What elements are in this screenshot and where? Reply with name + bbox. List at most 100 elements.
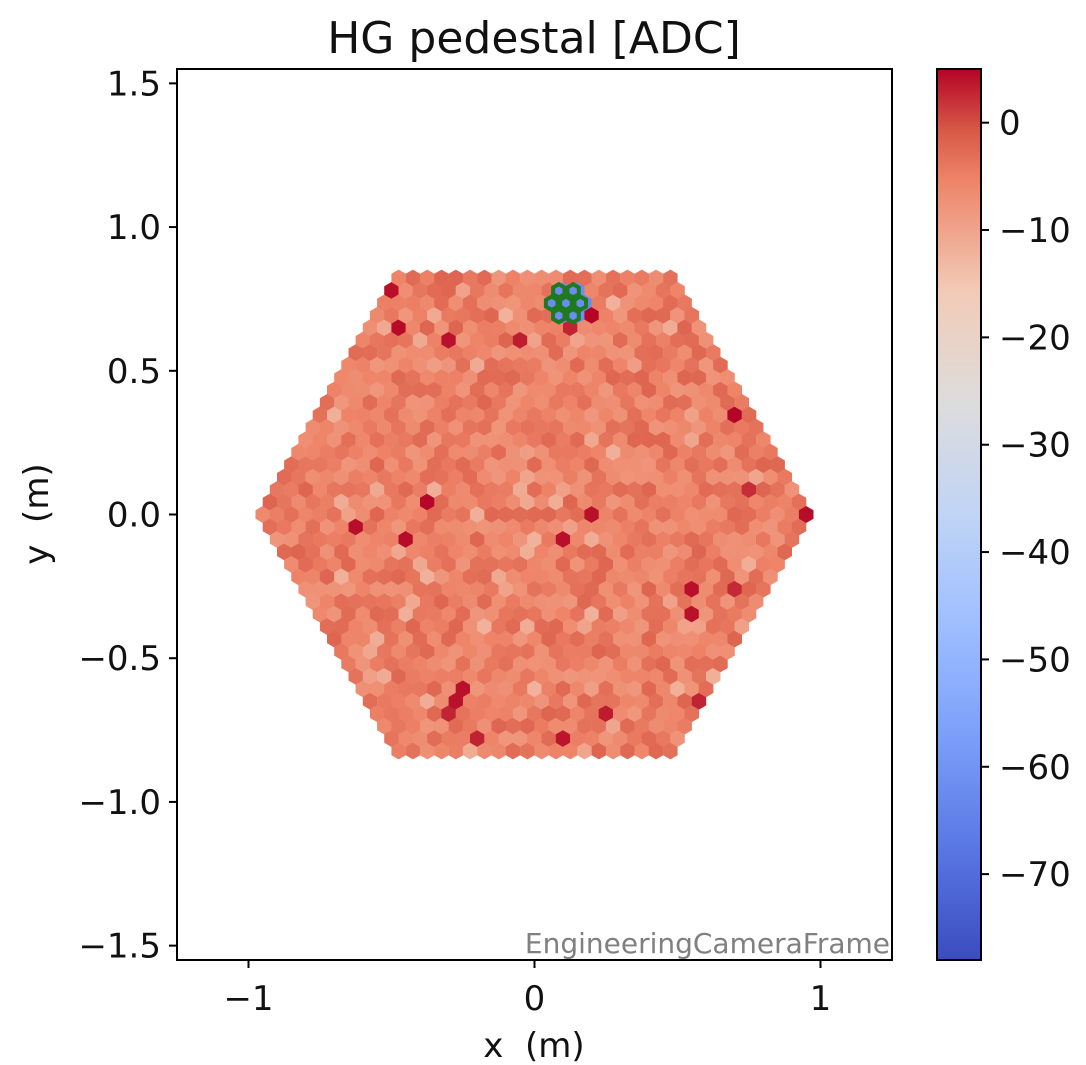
camera-pixel bbox=[520, 717, 535, 735]
camera-pixel bbox=[584, 282, 599, 299]
camera-pixel bbox=[677, 568, 692, 586]
camera-pixel bbox=[520, 269, 535, 287]
camera-pixel bbox=[334, 493, 349, 511]
camera-pixel bbox=[334, 568, 349, 586]
camera-pixel bbox=[756, 481, 771, 499]
camera-pixel bbox=[748, 418, 764, 436]
camera-pixel bbox=[641, 381, 657, 399]
camera-pixel bbox=[355, 530, 371, 548]
camera-pixel bbox=[548, 543, 564, 561]
camera-pixel bbox=[369, 481, 385, 499]
camera-pixel bbox=[391, 543, 406, 561]
camera-pixel bbox=[677, 543, 692, 561]
camera-pixel bbox=[734, 468, 750, 486]
camera-pixel bbox=[384, 680, 399, 698]
camera-pixel bbox=[384, 705, 399, 723]
camera-pixel bbox=[741, 431, 757, 449]
camera-pixel bbox=[663, 667, 678, 685]
camera-pixel bbox=[298, 456, 313, 474]
camera-pixel bbox=[284, 506, 299, 523]
camera-pixel bbox=[355, 481, 371, 499]
camera-pixel bbox=[627, 381, 642, 399]
camera-pixel bbox=[613, 282, 628, 299]
camera-pixel bbox=[527, 630, 542, 648]
camera-pixel bbox=[377, 418, 392, 436]
camera-pixel bbox=[541, 655, 557, 673]
camera-pixel bbox=[541, 506, 557, 523]
camera-pixel bbox=[713, 406, 728, 424]
camera-pixel bbox=[577, 369, 592, 387]
camera-pixel bbox=[677, 717, 692, 735]
camera-pixel bbox=[713, 655, 728, 673]
camera-pixel bbox=[605, 593, 621, 611]
camera-pixel bbox=[548, 692, 564, 710]
camera-pixel bbox=[362, 692, 378, 710]
camera-pixel bbox=[584, 630, 599, 648]
camera-pixel bbox=[677, 667, 692, 685]
camera-pixel bbox=[670, 306, 685, 324]
camera-pixel bbox=[277, 468, 292, 486]
camera-pixel bbox=[591, 642, 607, 660]
camera-pixel bbox=[598, 456, 614, 474]
camera-pixel bbox=[734, 543, 750, 561]
camera-pixel bbox=[348, 344, 363, 362]
camera-pixel bbox=[319, 618, 335, 635]
camera-pixel bbox=[355, 331, 371, 349]
camera-pixel bbox=[434, 443, 449, 461]
camera-pixel bbox=[534, 369, 549, 387]
camera-pixel bbox=[334, 642, 349, 660]
camera-pixel bbox=[362, 394, 378, 411]
camera-pixel bbox=[577, 394, 592, 411]
camera-pixel bbox=[284, 456, 299, 474]
camera-pixel bbox=[641, 456, 657, 474]
camera-pixel bbox=[505, 692, 521, 710]
camera-pixel bbox=[684, 655, 700, 673]
camera-pixel bbox=[398, 356, 414, 374]
camera-pixel bbox=[420, 468, 435, 486]
camera-pixel bbox=[627, 456, 642, 474]
camera-pixel bbox=[605, 518, 621, 536]
camera-pixel bbox=[655, 456, 671, 474]
camera-pixel bbox=[391, 618, 406, 635]
camera-pixel bbox=[455, 381, 471, 399]
camera-pixel bbox=[620, 443, 635, 461]
camera-pixel bbox=[441, 730, 456, 747]
camera-pixel bbox=[655, 431, 671, 449]
camera-pixel bbox=[327, 456, 342, 474]
y-tick-label: 1.0 bbox=[107, 208, 161, 248]
camera-pixel bbox=[598, 580, 614, 598]
camera-pixel bbox=[706, 667, 721, 685]
camera-pixel bbox=[405, 667, 421, 685]
camera-pixel bbox=[555, 730, 571, 747]
camera-pixel bbox=[491, 642, 506, 660]
camera-pixel bbox=[548, 344, 564, 362]
camera-pixel bbox=[763, 468, 778, 486]
camera-pixel bbox=[563, 593, 578, 611]
camera-pixel bbox=[398, 481, 414, 499]
camera-pixel bbox=[441, 481, 456, 499]
camera-pixel bbox=[584, 555, 599, 573]
camera-pixel bbox=[391, 418, 406, 436]
camera-pixel bbox=[384, 730, 399, 747]
camera-pixel bbox=[627, 580, 642, 598]
camera-pixel bbox=[427, 306, 442, 324]
camera-pixel bbox=[341, 530, 356, 548]
camera-pixel bbox=[684, 406, 700, 424]
camera-pixel bbox=[420, 319, 435, 337]
camera-pixel bbox=[548, 568, 564, 586]
camera-pixel bbox=[455, 630, 471, 648]
camera-pixel bbox=[362, 568, 378, 586]
camera-pixel bbox=[720, 369, 735, 387]
camera-pixel bbox=[412, 381, 428, 399]
camera-pixel bbox=[648, 667, 664, 685]
camera-pixel bbox=[677, 319, 692, 337]
camera-pixel bbox=[727, 555, 742, 573]
camera-pixel bbox=[727, 431, 742, 449]
camera-pixel bbox=[598, 306, 614, 324]
camera-pixel bbox=[634, 418, 649, 436]
camera-pixel bbox=[655, 356, 671, 374]
camera-pixel bbox=[670, 331, 685, 349]
camera-pixel bbox=[598, 282, 614, 299]
camera-pixel bbox=[663, 742, 678, 760]
camera-pixel bbox=[541, 381, 557, 399]
